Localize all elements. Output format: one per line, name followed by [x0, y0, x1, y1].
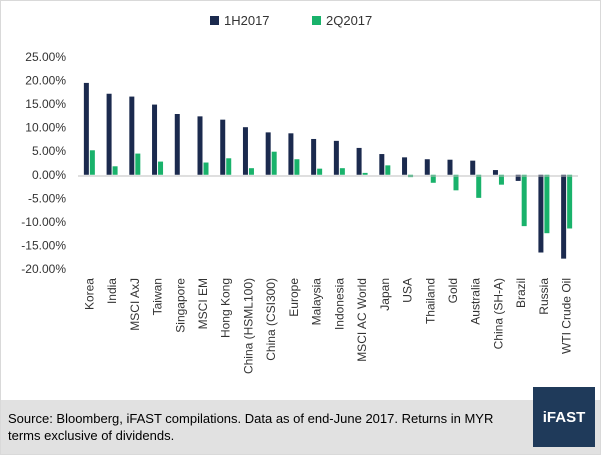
bar-2q2017 [271, 151, 277, 175]
x-tick-label: Singapore [173, 278, 187, 333]
x-tick-label: Japan [378, 278, 392, 311]
x-tick-label: Hong Kong [219, 278, 233, 338]
y-tick-label: 20.00% [25, 74, 66, 88]
y-tick-label: 15.00% [25, 97, 66, 111]
x-tick-label: Russia [537, 278, 551, 315]
y-tick-label: 10.00% [25, 121, 66, 135]
bar-1h2017 [447, 159, 453, 175]
y-tick-label: -10.00% [21, 215, 66, 229]
bar-2q2017 [158, 161, 164, 175]
bar-1h2017 [356, 147, 362, 175]
bar-1h2017 [379, 154, 385, 175]
bar-1h2017 [83, 82, 89, 175]
bar-1h2017 [311, 138, 317, 175]
bar-2q2017 [112, 166, 118, 175]
bar-1h2017 [220, 119, 226, 175]
bar-1h2017 [174, 114, 180, 175]
x-tick-label: MSCI EM [196, 278, 210, 329]
bar-1h2017 [152, 104, 158, 175]
bar-1h2017 [197, 116, 203, 175]
bar-2q2017 [203, 162, 209, 175]
bar-chart: 1H2017 2Q2017 25.00% 20.00% 15.00% 10.00% 5.… [21, 13, 578, 374]
x-tick-label: Brazil [514, 278, 528, 308]
y-axis: 25.00% 20.00% 15.00% 10.00% 5.00% 0.00% -5.00%… [21, 50, 66, 276]
bar-2q2017 [362, 172, 368, 175]
bar-1h2017 [402, 157, 408, 175]
x-tick-label: China (SH-A) [491, 278, 505, 349]
bar-2q2017 [521, 174, 527, 227]
bar-2q2017 [476, 174, 482, 198]
bar-2q2017 [226, 158, 232, 175]
legend-swatch-1h2017 [210, 16, 219, 25]
bar-1h2017 [242, 127, 248, 175]
x-tick-label: USA [401, 278, 415, 303]
y-tick-label: 0.00% [32, 168, 66, 182]
bar-2q2017 [567, 174, 573, 229]
bar-2q2017 [248, 168, 254, 175]
x-tick-label: WTI Crude Oil [560, 278, 574, 354]
legend: 1H2017 2Q2017 [210, 13, 372, 28]
x-tick-label: Gold [446, 278, 460, 303]
x-tick-label: MSCI AC World [355, 278, 369, 362]
bar-2q2017 [317, 168, 323, 175]
y-tick-label: -15.00% [21, 238, 66, 252]
legend-label-1h2017: 1H2017 [224, 13, 270, 28]
y-tick-label: -20.00% [21, 262, 66, 276]
x-tick-label: China (HSML100) [241, 278, 255, 374]
footer-band [0, 400, 601, 455]
y-tick-label: -5.00% [28, 191, 66, 205]
x-tick-label: Malaysia [310, 278, 324, 326]
bar-2q2017 [385, 165, 391, 175]
bar-2q2017 [498, 174, 504, 185]
bar-1h2017 [265, 132, 271, 175]
x-tick-label: Indonesia [332, 278, 346, 330]
bar-1h2017 [333, 140, 339, 175]
bar-2q2017 [135, 153, 141, 175]
bar-2q2017 [89, 150, 95, 175]
y-tick-label: 5.00% [32, 144, 66, 158]
x-tick-label: Korea [82, 278, 96, 310]
bar-1h2017 [288, 133, 294, 175]
bar-2q2017 [453, 174, 459, 191]
x-tick-label: MSCI AxJ [128, 278, 142, 331]
x-tick-label: Taiwan [151, 278, 165, 315]
x-tick-label: China (CSI300) [264, 278, 278, 361]
bar-2q2017 [339, 168, 345, 175]
ifast-logo: iFAST [533, 387, 595, 447]
bar-2q2017 [544, 174, 550, 234]
bar-1h2017 [561, 174, 567, 259]
bar-1h2017 [538, 174, 544, 253]
bar-2q2017 [430, 174, 436, 183]
bars [83, 82, 573, 259]
bar-2q2017 [294, 159, 300, 175]
x-tick-label: Europe [287, 278, 301, 317]
bar-1h2017 [492, 170, 498, 175]
legend-swatch-2q2017 [312, 16, 321, 25]
bar-1h2017 [470, 160, 476, 175]
y-tick-label: 25.00% [25, 50, 66, 64]
bar-1h2017 [515, 174, 521, 181]
bar-1h2017 [424, 159, 430, 175]
legend-label-2q2017: 2Q2017 [326, 13, 372, 28]
x-tick-label: Thailand [423, 278, 437, 324]
x-tick-label: Australia [469, 278, 483, 325]
x-axis-labels: Korea India MSCI AxJ Taiwan Singapore MSCI EM… [82, 278, 573, 374]
x-tick-label: India [105, 278, 119, 304]
bar-1h2017 [106, 93, 112, 175]
source-note: Source: Bloomberg, iFAST compilations. D… [8, 411, 494, 443]
bar-1h2017 [129, 96, 135, 175]
